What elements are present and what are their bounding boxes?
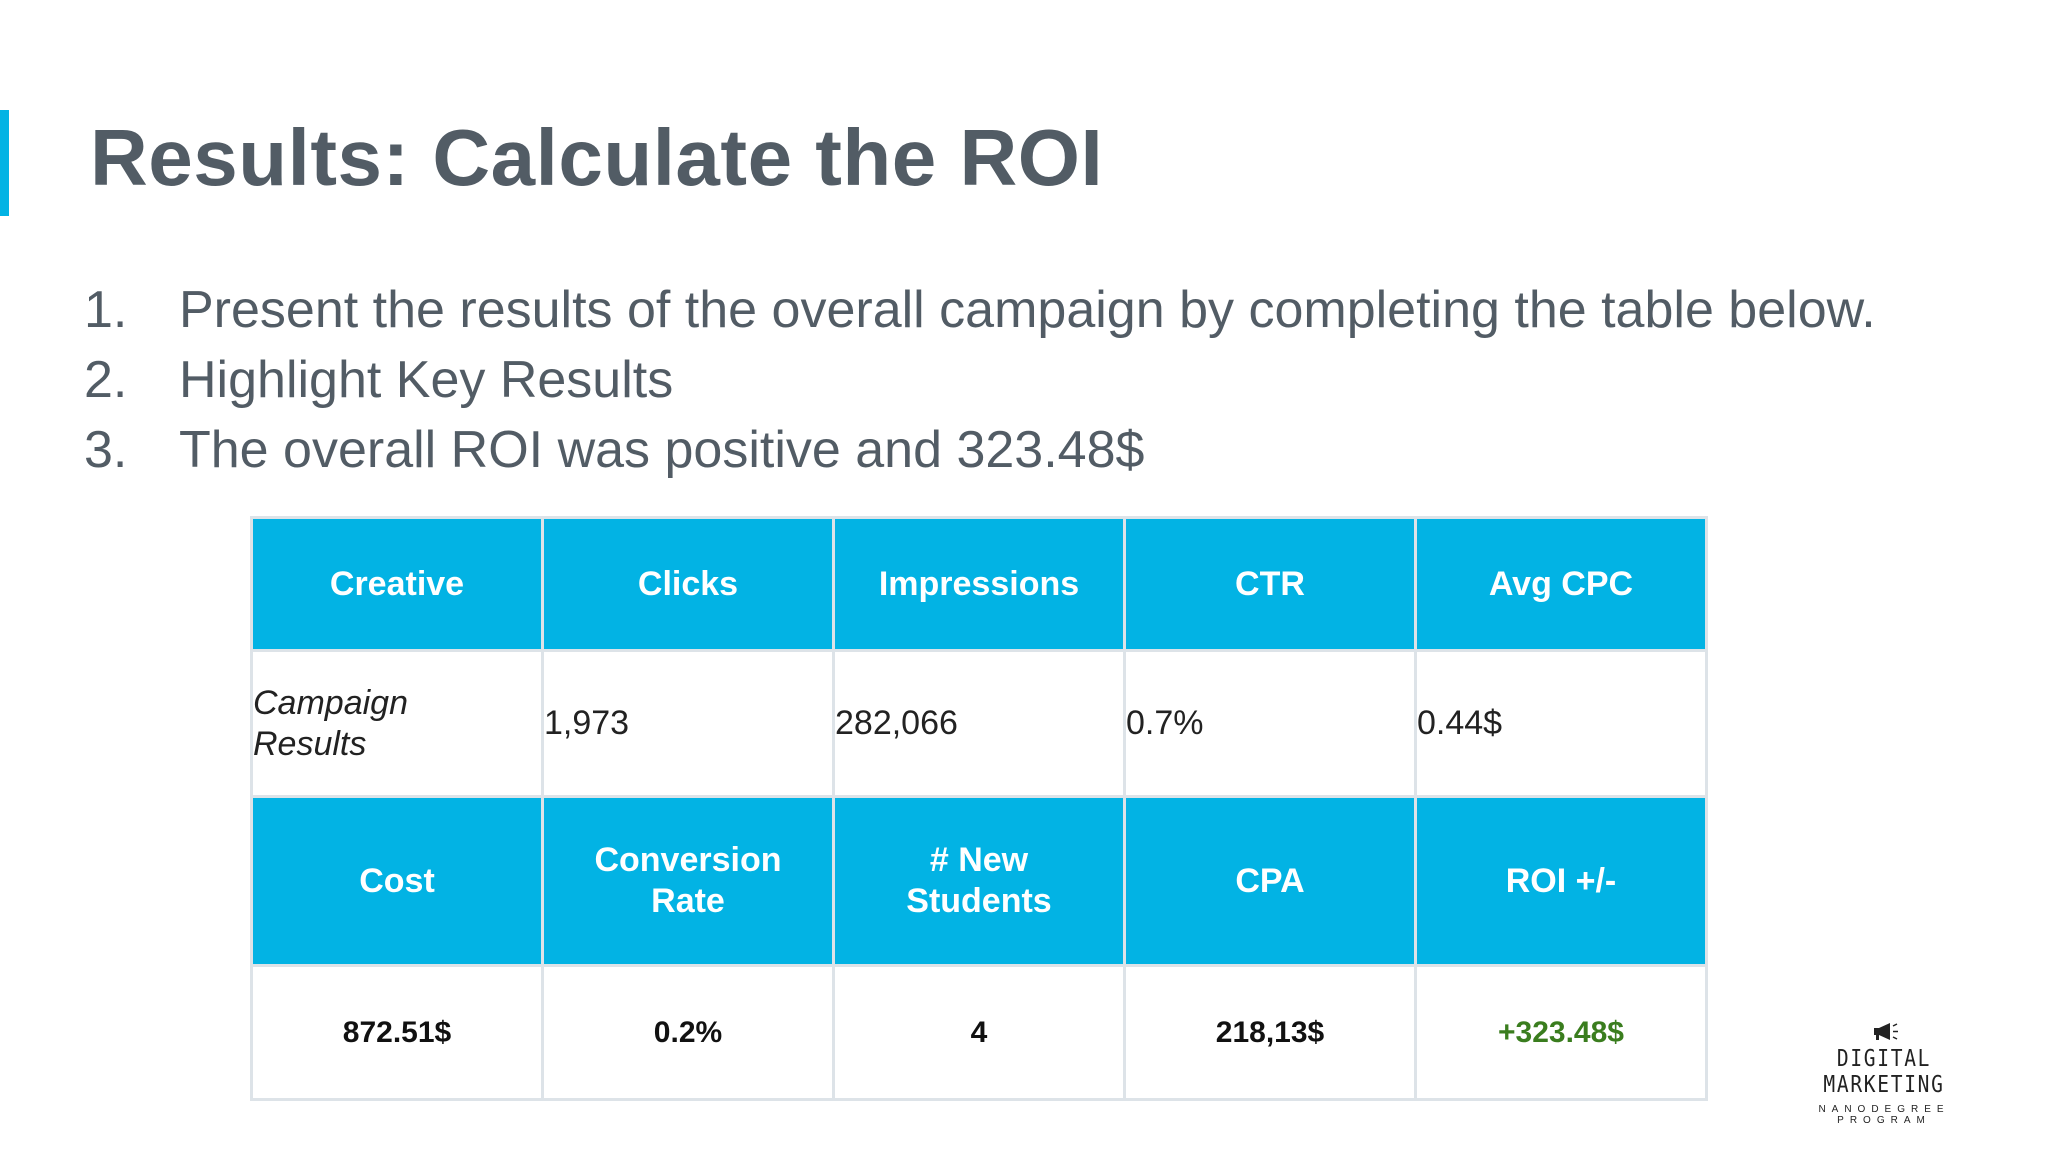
header-cell-creative: Creative <box>250 516 544 652</box>
title-accent-bar <box>0 110 9 216</box>
cell-ctr: 0.7% <box>1123 649 1417 798</box>
cell-clicks: 1,973 <box>541 649 835 798</box>
slide-title: Results: Calculate the ROI <box>90 113 1104 202</box>
list-text: Highlight Key Results <box>179 351 674 409</box>
digital-marketing-logo: DIGITAL MARKETING NANODEGREE PROGRAM <box>1774 1018 1994 1126</box>
header-cell-impressions: Impressions <box>832 516 1126 652</box>
header-cell-roi: ROI +/- <box>1414 795 1708 967</box>
header-cell-clicks: Clicks <box>541 516 835 652</box>
header-cell-avg-cpc: Avg CPC <box>1414 516 1708 652</box>
list-item: 1. Present the results of the overall ca… <box>84 275 1876 345</box>
steps-list: 1. Present the results of the overall ca… <box>84 275 1876 485</box>
logo-brand-text: DIGITAL MARKETING <box>1823 1046 1945 1098</box>
list-text: The overall ROI was positive and 323.48$ <box>179 421 1145 479</box>
table-header-row: Creative Clicks Impressions CTR Avg CPC <box>250 516 1708 652</box>
list-number: 2. <box>84 351 128 409</box>
cell-new-students: 4 <box>832 964 1126 1101</box>
header-text: # New Students <box>906 841 1052 920</box>
cell-text: Campaign Results <box>253 683 408 763</box>
results-table: Creative Clicks Impressions CTR Avg CPC … <box>250 516 1708 1101</box>
list-item: 3. The overall ROI was positive and 323.… <box>84 415 1876 485</box>
header-text: Conversion Rate <box>594 841 782 920</box>
list-item: 2. Highlight Key Results <box>84 345 1876 415</box>
list-number: 1. <box>84 281 128 339</box>
header-cell-new-students: # New Students <box>832 795 1126 967</box>
cell-roi: +323.48$ <box>1414 964 1708 1101</box>
cell-campaign-results: Campaign Results <box>250 649 544 798</box>
list-number: 3. <box>84 421 128 479</box>
table-row: 872.51$ 0.2% 4 218,13$ +323.48$ <box>250 964 1708 1101</box>
cell-cost: 872.51$ <box>250 964 544 1101</box>
cell-avg-cpc: 0.44$ <box>1414 649 1708 798</box>
header-cell-conversion-rate: Conversion Rate <box>541 795 835 967</box>
header-cell-cost: Cost <box>250 795 544 967</box>
list-text: Present the results of the overall campa… <box>179 281 1876 339</box>
header-cell-ctr: CTR <box>1123 516 1417 652</box>
cell-cpa: 218,13$ <box>1123 964 1417 1101</box>
cell-conversion-rate: 0.2% <box>541 964 835 1101</box>
table-header-row: Cost Conversion Rate # New Students CPA … <box>250 795 1708 967</box>
header-cell-cpa: CPA <box>1123 795 1417 967</box>
megaphone-icon <box>1874 1023 1898 1040</box>
logo-sub-text: NANODEGREE PROGRAM <box>1818 1104 1950 1126</box>
table-row: Campaign Results 1,973 282,066 0.7% 0.44… <box>250 649 1708 798</box>
cell-impressions: 282,066 <box>832 649 1126 798</box>
